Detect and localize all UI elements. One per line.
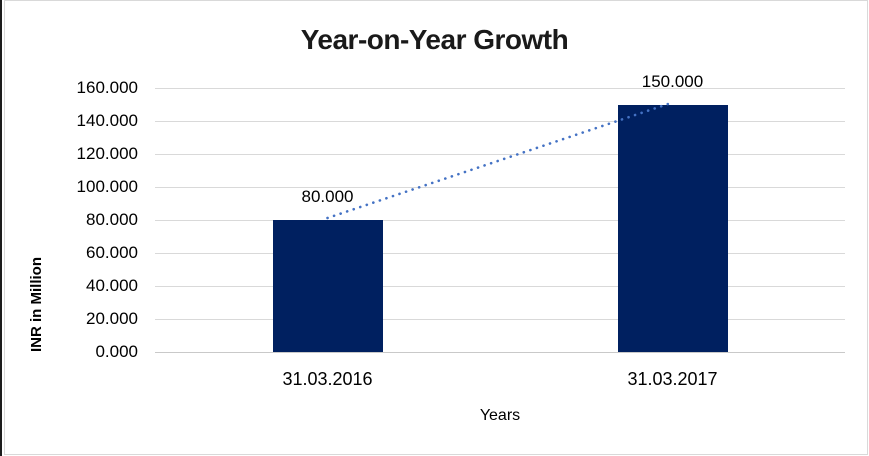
x-axis-title: Years xyxy=(479,407,521,424)
gridline xyxy=(155,120,845,122)
data-label: 80.000 xyxy=(301,187,354,206)
gridline xyxy=(155,219,845,221)
y-axis-tick-label: 120.000 xyxy=(76,144,138,163)
data-label: 150.000 xyxy=(641,71,704,91)
x-axis-line xyxy=(155,351,845,353)
gridline xyxy=(155,87,845,89)
y-axis-tick-label: 40.000 xyxy=(86,276,138,295)
y-axis-tick-label: 20.000 xyxy=(86,309,138,328)
chart-title: Year-on-Year Growth xyxy=(300,24,569,55)
gridline xyxy=(155,285,845,287)
bar xyxy=(272,220,383,352)
y-axis-tick-label: 100.000 xyxy=(76,177,138,196)
bar xyxy=(617,104,728,352)
x-axis-category-label: 31.03.2016 xyxy=(282,369,373,389)
y-axis-tick-label: 0.000 xyxy=(95,342,138,361)
y-axis-tick-label: 140.000 xyxy=(76,111,138,130)
left-border xyxy=(0,0,2,456)
gridline xyxy=(155,318,845,320)
y-axis-tick-label: 60.000 xyxy=(86,243,138,262)
x-axis-category-label: 31.03.2017 xyxy=(627,369,718,389)
y-axis-tick-label: 80.000 xyxy=(86,210,138,229)
gridline xyxy=(155,153,845,155)
y-axis-tick-label: 160.000 xyxy=(76,78,138,97)
gridline xyxy=(155,252,845,254)
